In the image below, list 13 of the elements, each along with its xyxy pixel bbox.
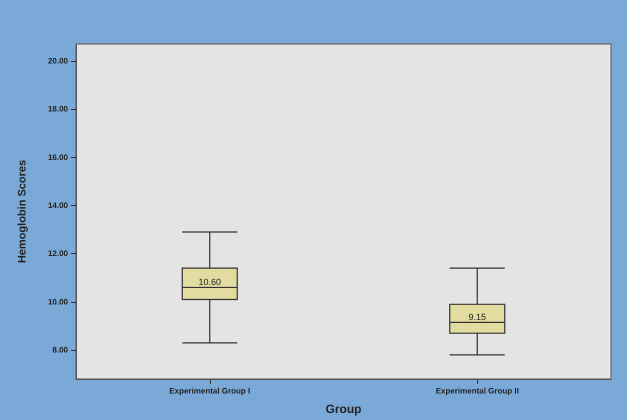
- y-axis-title: Hemoglobin Scores: [16, 160, 28, 264]
- x-tick-label: Experimental Group I: [169, 386, 250, 396]
- x-tick-label: Experimental Group II: [436, 386, 519, 396]
- annotation: 10.60: [198, 276, 222, 287]
- y-tick-label: 10.00: [48, 297, 69, 306]
- y-tick-label: 14.00: [48, 200, 69, 210]
- annotation: 9.15: [468, 312, 486, 322]
- x-axis-title: Group: [326, 402, 362, 416]
- y-tick-label: 18.00: [48, 104, 69, 114]
- y-tick-label: 12.00: [48, 249, 69, 258]
- y-tick-label: 20.00: [48, 56, 69, 66]
- y-tick-label: 16.00: [48, 152, 69, 162]
- y-tick-label: 8.00: [52, 346, 69, 355]
